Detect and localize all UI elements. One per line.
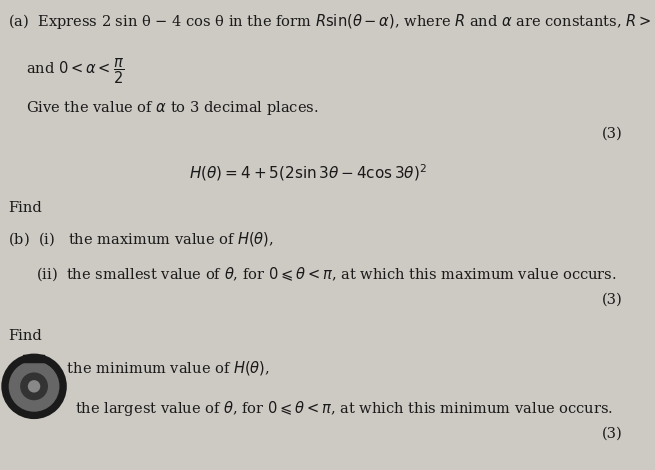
Ellipse shape <box>28 380 41 392</box>
Text: and $0 < \alpha < \dfrac{\pi}{2}$: and $0 < \alpha < \dfrac{\pi}{2}$ <box>26 56 124 86</box>
Text: (3): (3) <box>601 292 622 306</box>
Text: Find: Find <box>8 329 42 343</box>
Text: (3): (3) <box>601 127 622 141</box>
Ellipse shape <box>20 372 48 400</box>
Text: $H(\theta) = 4 + 5(2\sin 3\theta - 4\cos 3\theta)^2$: $H(\theta) = 4 + 5(2\sin 3\theta - 4\cos… <box>189 162 427 183</box>
Text: (ii)  the smallest value of $\theta$, for $0 \leqslant \theta < \pi$, at which t: (ii) the smallest value of $\theta$, for… <box>36 266 617 283</box>
Text: (a)  Express 2 sin θ − 4 cos θ in the form $R\sin(\theta - \alpha)$, where $R$ a: (a) Express 2 sin θ − 4 cos θ in the for… <box>8 12 655 31</box>
Text: (c)  (i)   the minimum value of $H(\theta)$,: (c) (i) the minimum value of $H(\theta)$… <box>8 359 270 376</box>
Text: Give the value of $\alpha$ to 3 decimal places.: Give the value of $\alpha$ to 3 decimal … <box>26 99 319 117</box>
FancyBboxPatch shape <box>23 355 45 363</box>
Text: the largest value of $\theta$, for $0 \leqslant \theta < \pi$, at which this min: the largest value of $\theta$, for $0 \l… <box>75 399 613 417</box>
Ellipse shape <box>9 361 60 412</box>
Text: (b)  (i)   the maximum value of $H(\theta)$,: (b) (i) the maximum value of $H(\theta)$… <box>8 230 274 248</box>
Text: Find: Find <box>8 201 42 215</box>
Ellipse shape <box>1 353 67 419</box>
Text: (3): (3) <box>601 426 622 440</box>
